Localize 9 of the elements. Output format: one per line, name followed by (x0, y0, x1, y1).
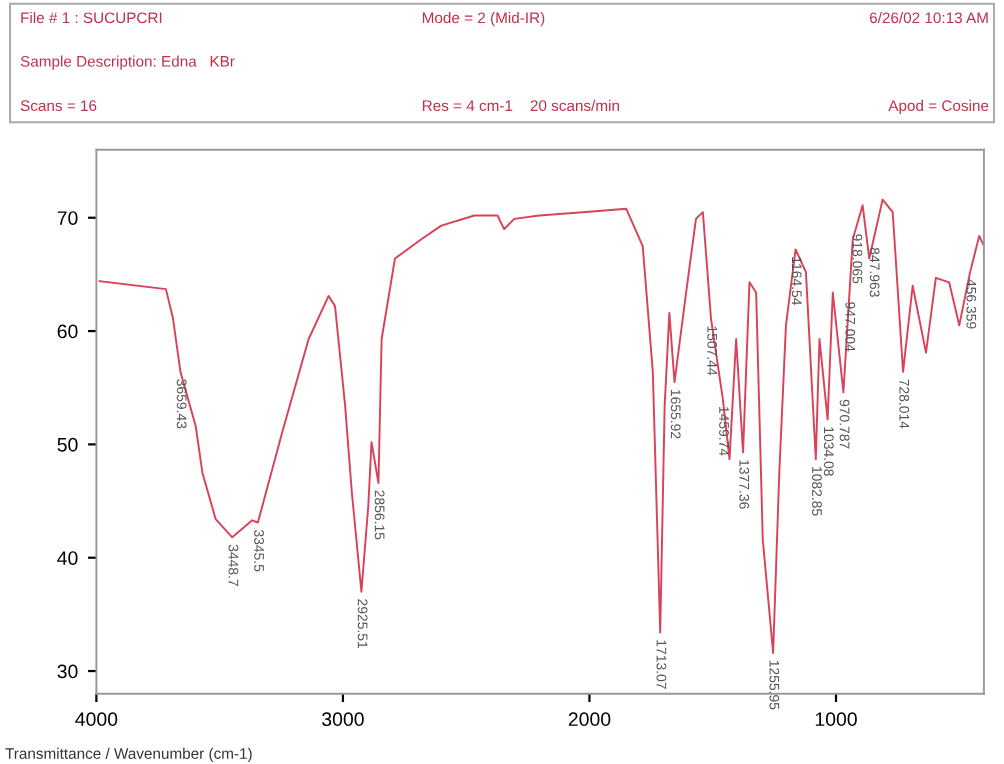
x-tick-label: 1000 (815, 712, 857, 727)
y-tick-label: 40 (57, 551, 78, 565)
x-tick-label: 3000 (322, 712, 364, 727)
y-tick-label: 50 (57, 437, 78, 452)
y-tick-label: 60 (57, 324, 78, 339)
x-tick-label: 4000 (75, 712, 118, 727)
y-tick-label: 70 (57, 211, 78, 225)
x-tick-label: 2000 (568, 712, 611, 727)
y-tick-label: 30 (57, 664, 78, 679)
